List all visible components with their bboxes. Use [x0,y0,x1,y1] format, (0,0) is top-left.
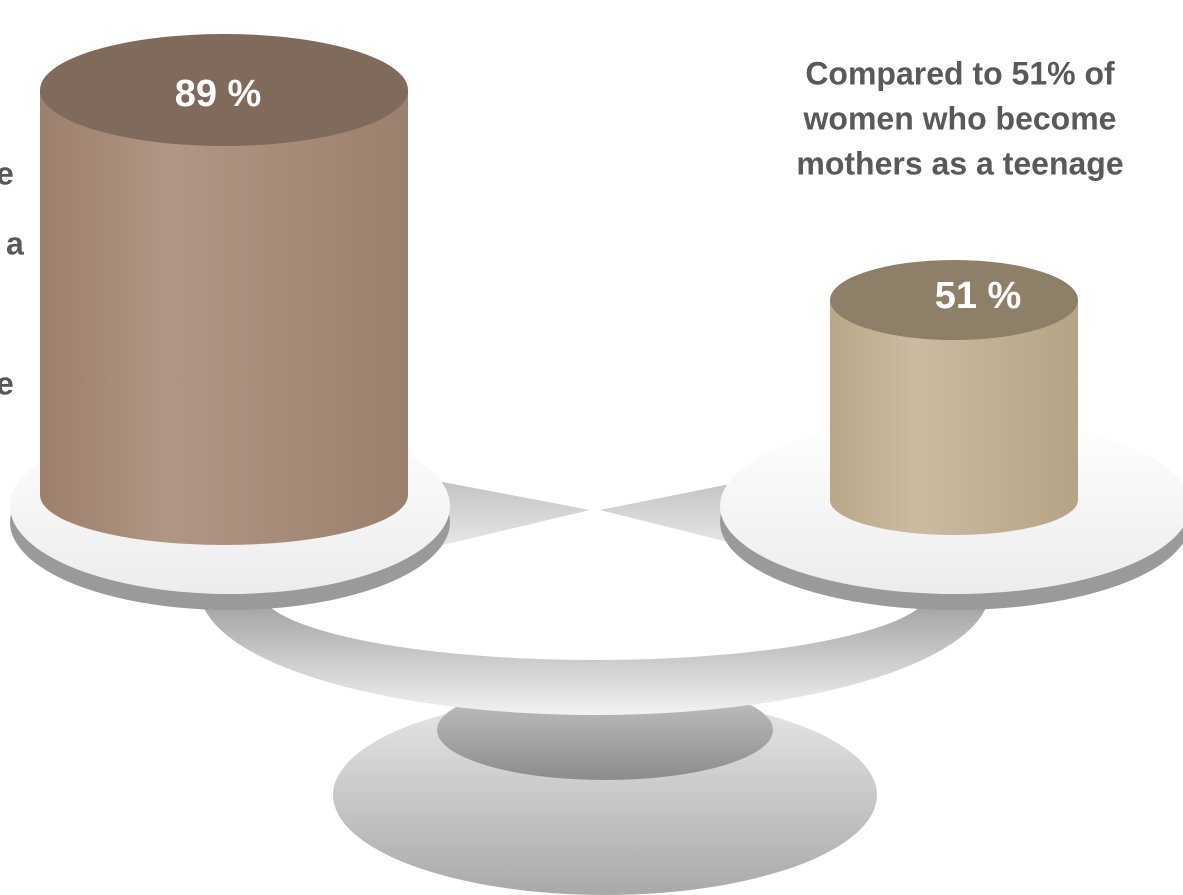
caption-line: mothers as a teenage [796,145,1123,181]
cylinder [40,90,408,545]
caption-line: women who become [803,100,1117,136]
cylinder-top [40,34,408,146]
beam [200,590,990,715]
caption-line: e [0,365,14,401]
caption-line: a [6,225,24,261]
cylinder-top [830,260,1078,340]
cylinder [830,300,1078,535]
cylinder-label: 51 % [935,275,1022,317]
cylinder-label: 89 % [175,73,262,115]
caption-line: Compared to 51% of [805,55,1115,91]
caption-line: e [0,155,14,191]
